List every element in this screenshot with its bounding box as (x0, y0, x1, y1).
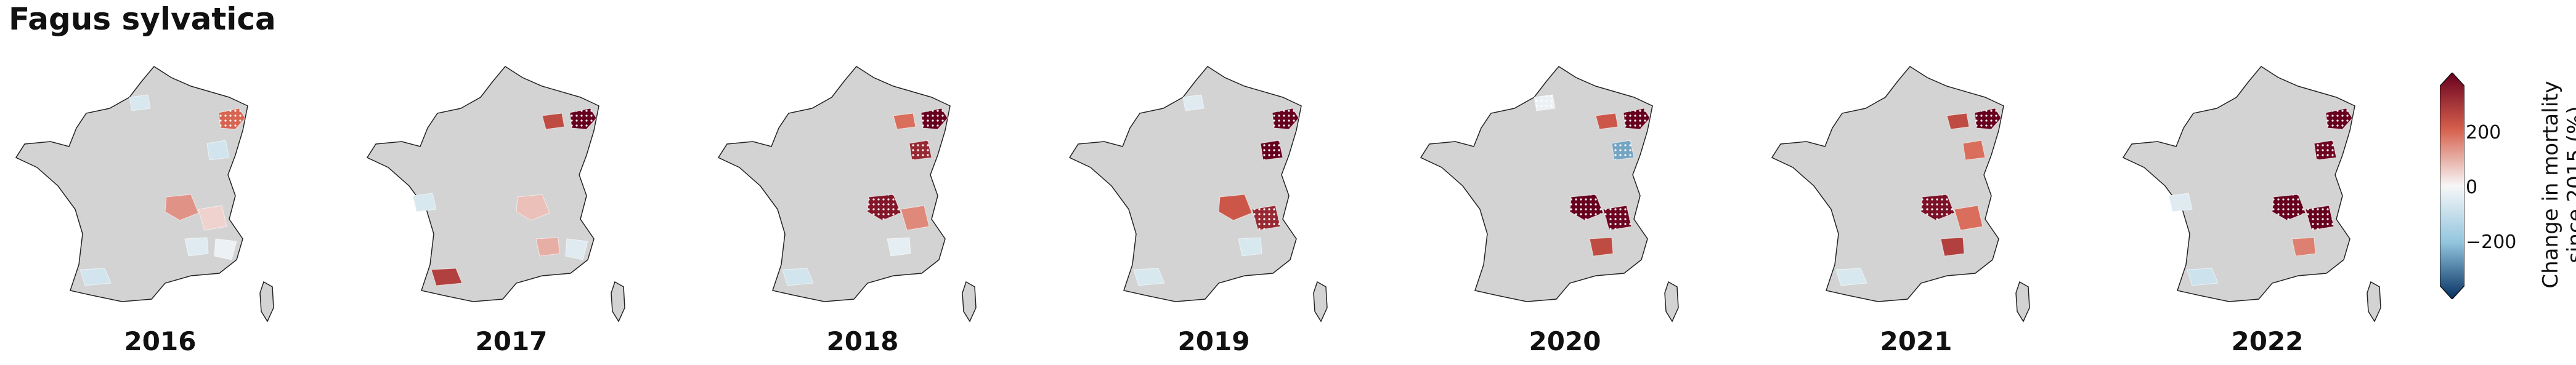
corsica-outline (259, 281, 274, 323)
region-significance-hatch (219, 108, 245, 129)
region-c1 (516, 194, 550, 221)
region-se1 (184, 237, 209, 257)
region-sw (1133, 268, 1165, 286)
region-significance-hatch (1261, 140, 1283, 160)
region-significance-hatch (1252, 206, 1280, 230)
france-map-2021 (1771, 66, 2030, 323)
map-panel-2018 (709, 54, 992, 325)
region-significance-hatch (1272, 108, 1299, 129)
region-n (129, 94, 151, 111)
region-sw (2187, 268, 2219, 286)
france-outline (2122, 66, 2355, 302)
france-map-2020 (1420, 66, 1679, 323)
region-significance-hatch (2272, 195, 2306, 220)
region-significance-hatch (1623, 108, 1650, 129)
region-significance-hatch (1612, 140, 1634, 160)
region-se1 (1238, 237, 1262, 257)
region-se1 (2291, 237, 2316, 257)
region-sw (782, 268, 814, 286)
region-se2 (214, 238, 237, 260)
region-c2 (198, 205, 227, 231)
year-label-2020: 2020 (1529, 326, 1601, 356)
corsica-outline (2015, 281, 2030, 323)
colorbar-label: Change in mortality since 2015 (%) (2538, 81, 2576, 288)
region-n (1182, 94, 1205, 111)
france-outline (366, 66, 599, 302)
region-c2 (1954, 205, 1983, 231)
region-significance-hatch (921, 108, 948, 129)
region-se1 (1940, 237, 1965, 257)
region-significance-hatch (1975, 108, 2001, 129)
region-se2 (565, 238, 588, 260)
year-label-2018: 2018 (826, 326, 899, 356)
year-label-2016: 2016 (124, 326, 197, 356)
corsica-outline (2367, 281, 2381, 323)
map-panel-2017 (357, 54, 641, 325)
colorbar-label-line1: Change in mortality (2538, 81, 2563, 289)
region-significance-hatch (2326, 108, 2352, 129)
region-significance-hatch (2306, 206, 2334, 230)
region-w (2168, 193, 2193, 212)
region-significance-hatch (2314, 140, 2336, 160)
france-map-2016 (15, 66, 274, 323)
france-map-2018 (717, 66, 977, 323)
year-label-2017: 2017 (475, 326, 548, 356)
france-map-2017 (366, 66, 625, 323)
region-sw (79, 268, 112, 286)
france-outline (1771, 66, 2004, 302)
map-panel-2020 (1411, 54, 1694, 325)
colorbar-tick-200: 200 (2466, 122, 2501, 143)
corsica-outline (611, 281, 625, 323)
region-se1 (887, 237, 911, 257)
colorbar-tick-0: 0 (2466, 177, 2478, 198)
region-c2 (900, 205, 930, 231)
region-significance-hatch (1921, 195, 1954, 220)
region-significance-hatch (909, 140, 932, 160)
region-e (206, 140, 230, 161)
france-outline (717, 66, 951, 302)
year-label-2022: 2022 (2231, 326, 2304, 356)
map-panel-2021 (1762, 54, 2046, 325)
region-significance-hatch (1534, 95, 1555, 111)
region-significance-hatch (1603, 206, 1631, 230)
map-panel-2019 (1060, 54, 1343, 325)
region-e (1962, 140, 1986, 161)
region-ne2 (1946, 113, 1970, 130)
colorbar-tick-minus-200: −200 (2466, 231, 2517, 253)
year-label-2021: 2021 (1880, 326, 1952, 356)
france-map-2022 (2122, 66, 2381, 323)
region-sw (431, 268, 463, 286)
figure-title: Fagus sylvatica (9, 1, 276, 37)
corsica-outline (962, 281, 977, 323)
region-c1 (165, 194, 199, 221)
region-sw (1835, 268, 1867, 286)
region-w (412, 193, 437, 212)
region-ne2 (542, 113, 565, 130)
map-panel-2022 (2113, 54, 2397, 325)
region-significance-hatch (1570, 195, 1603, 220)
region-significance-hatch (570, 108, 596, 129)
map-panel-2016 (6, 54, 290, 325)
region-se1 (1589, 237, 1614, 257)
region-se1 (535, 237, 560, 257)
region-significance-hatch (867, 195, 901, 220)
colorbar-label-line2: since 2015 (%) (2563, 106, 2576, 263)
corsica-outline (1664, 281, 1679, 323)
corsica-outline (1313, 281, 1328, 323)
colorbar (2440, 73, 2464, 299)
region-ne2 (893, 113, 916, 130)
france-map-2019 (1068, 66, 1328, 323)
region-ne2 (1595, 113, 1619, 130)
region-c1 (1218, 194, 1253, 221)
year-label-2019: 2019 (1177, 326, 1250, 356)
